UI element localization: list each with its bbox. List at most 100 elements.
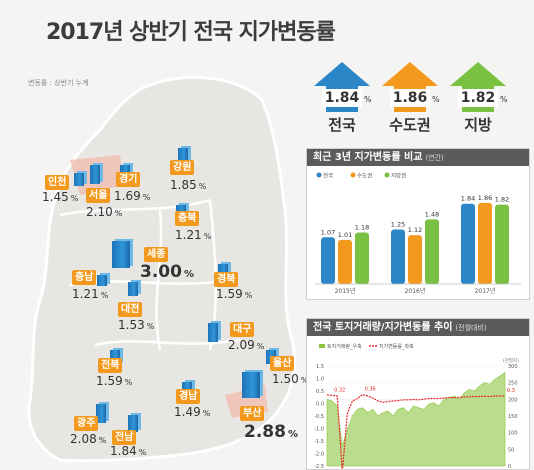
- region-value-percent: %: [300, 376, 309, 385]
- bar: [338, 239, 352, 284]
- region-label: 충남: [72, 270, 97, 285]
- region-value-number: 1.59: [216, 287, 243, 301]
- region-value: 1.59%: [216, 287, 252, 301]
- y-left-tick: 0.0: [316, 402, 324, 408]
- region-value: 1.53%: [118, 318, 154, 332]
- region-value-percent: %: [198, 182, 207, 191]
- region-label: 울산: [270, 356, 295, 371]
- region-bar: [128, 415, 138, 432]
- region-value: 1.21%: [175, 228, 211, 242]
- region-value: 1.59%: [96, 374, 132, 388]
- trend-chart-title: 전국 토지거래량/지가변동률 추이: [313, 322, 453, 333]
- region-value-number: 1.59: [96, 374, 123, 388]
- region-value-percent: %: [98, 436, 107, 445]
- legend-label: 토지거래량_우축: [327, 343, 362, 350]
- region-value: 2.09%: [228, 338, 264, 352]
- region-value: 1.84%: [110, 444, 146, 458]
- legend-swatch: [350, 172, 356, 178]
- bar-data-label: 1.25: [391, 220, 405, 228]
- region-value-number: 2.10: [86, 205, 113, 219]
- region-value-percent: %: [70, 194, 79, 203]
- bar-data-label: 1.12: [408, 226, 422, 234]
- legend-swatch: [319, 344, 325, 348]
- region-bar: [176, 205, 186, 216]
- bar-data-label: 1.01: [338, 231, 352, 239]
- bar-chart: 전국 수도권 지방권 1.07 1.011.18 2015년 1.251.121.48 201…: [315, 172, 521, 295]
- legend-label: 지가변동률_좌축: [379, 343, 414, 350]
- trend-chart-subtitle: (전월대비): [455, 324, 487, 332]
- region-value-percent: %: [138, 448, 147, 457]
- region-bar: [242, 372, 260, 398]
- volume-area: [326, 372, 506, 467]
- y-right-unit: (천필지): [503, 357, 519, 364]
- region-value-number: 2.88: [244, 422, 286, 442]
- bar-data-label: 1.07: [321, 228, 335, 236]
- region-bar: [96, 404, 106, 423]
- y-left-tick: -2.0: [314, 452, 324, 458]
- region-bar: [74, 173, 84, 186]
- bar: [495, 204, 509, 284]
- region-bar: [110, 350, 120, 364]
- region-label: 세종: [144, 247, 169, 262]
- bar: [425, 219, 439, 284]
- region-value: 1.50%: [272, 372, 308, 386]
- region-value-number: 1.49: [174, 405, 201, 419]
- y-left-tick: -1.5: [314, 439, 324, 445]
- legend-swatch: [384, 172, 390, 178]
- y-left-tick: -0.5: [314, 414, 324, 420]
- region-label: 강원: [170, 160, 195, 175]
- bar: [355, 232, 369, 284]
- bar-chart-subtitle: (연간): [425, 154, 444, 162]
- summary-value: 1.82: [458, 89, 498, 107]
- region-value-percent: %: [256, 342, 265, 351]
- region-label: 광주: [74, 416, 99, 431]
- y-left-tick: -2.5: [314, 464, 324, 469]
- region-label: 경남: [176, 389, 201, 404]
- x-tick-label: 2017년: [475, 287, 496, 295]
- region-value: 2.10%: [86, 205, 122, 219]
- region-value: 1.85%: [170, 178, 206, 192]
- region-value-number: 1.85: [170, 178, 197, 192]
- y-right-tick: 200: [508, 397, 518, 403]
- region-value-number: 1.21: [72, 287, 99, 301]
- region-value-number: 1.50: [272, 372, 299, 386]
- region-value-number: 3.00: [140, 262, 182, 282]
- rate-line: [326, 393, 505, 469]
- rate-annotation: 0.3: [507, 388, 515, 394]
- region-label: 경북: [214, 272, 239, 287]
- summary-name: 전국: [328, 116, 356, 134]
- region-value: 1.69%: [114, 189, 150, 203]
- summary-arrow-2: 1.86%: [380, 60, 440, 112]
- bar-chart-panel: 최근 3년 지가변동률 비교 (연간) 전국 수도권 지방권 1.07 1.01 1.18 2…: [306, 148, 530, 300]
- region-value-percent: %: [124, 378, 133, 387]
- region-value-number: 2.09: [228, 338, 255, 352]
- region-bar: [208, 323, 218, 342]
- x-tick-label: 2016년: [405, 287, 426, 295]
- y-left-tick: -1.0: [314, 427, 324, 433]
- summary-arrow-1: 1.84%: [312, 60, 372, 112]
- summary-percent: %: [432, 95, 440, 104]
- bar-data-label: 1.84: [461, 195, 475, 203]
- bar-chart-header: 최근 3년 지가변동률 비교 (연간): [307, 149, 529, 166]
- region-value-percent: %: [100, 291, 109, 300]
- region-value: 1.49%: [174, 405, 210, 419]
- region-bar: [178, 148, 188, 165]
- y-left-tick: 0.5: [316, 389, 324, 395]
- page-title: 2017년 상반기 전국 지가변동률: [46, 20, 336, 45]
- legend-label: 전국: [323, 172, 333, 180]
- region-value-number: 1.53: [118, 318, 145, 332]
- summary-name: 지방: [464, 116, 492, 134]
- region-value-number: 1.84: [110, 444, 137, 458]
- y-left-tick: 1.5: [316, 364, 324, 370]
- region-value: 1.21%: [72, 287, 108, 301]
- region-value-number: 1.69: [114, 189, 141, 203]
- region-value-percent: %: [202, 409, 211, 418]
- y-right-tick: 300: [508, 364, 518, 370]
- bar: [408, 235, 422, 284]
- bar-data-label: 1.18: [355, 224, 369, 232]
- region-bar: [218, 264, 228, 278]
- trend-chart-panel: 전국 토지거래량/지가변동률 추이 (전월대비) 토지거래량_우축 지가변동률_좌축…: [306, 318, 530, 470]
- y-right-tick: 100: [508, 431, 518, 437]
- region-bar: [128, 282, 138, 296]
- map-note: 변동률 : 상반기 누계: [28, 79, 89, 87]
